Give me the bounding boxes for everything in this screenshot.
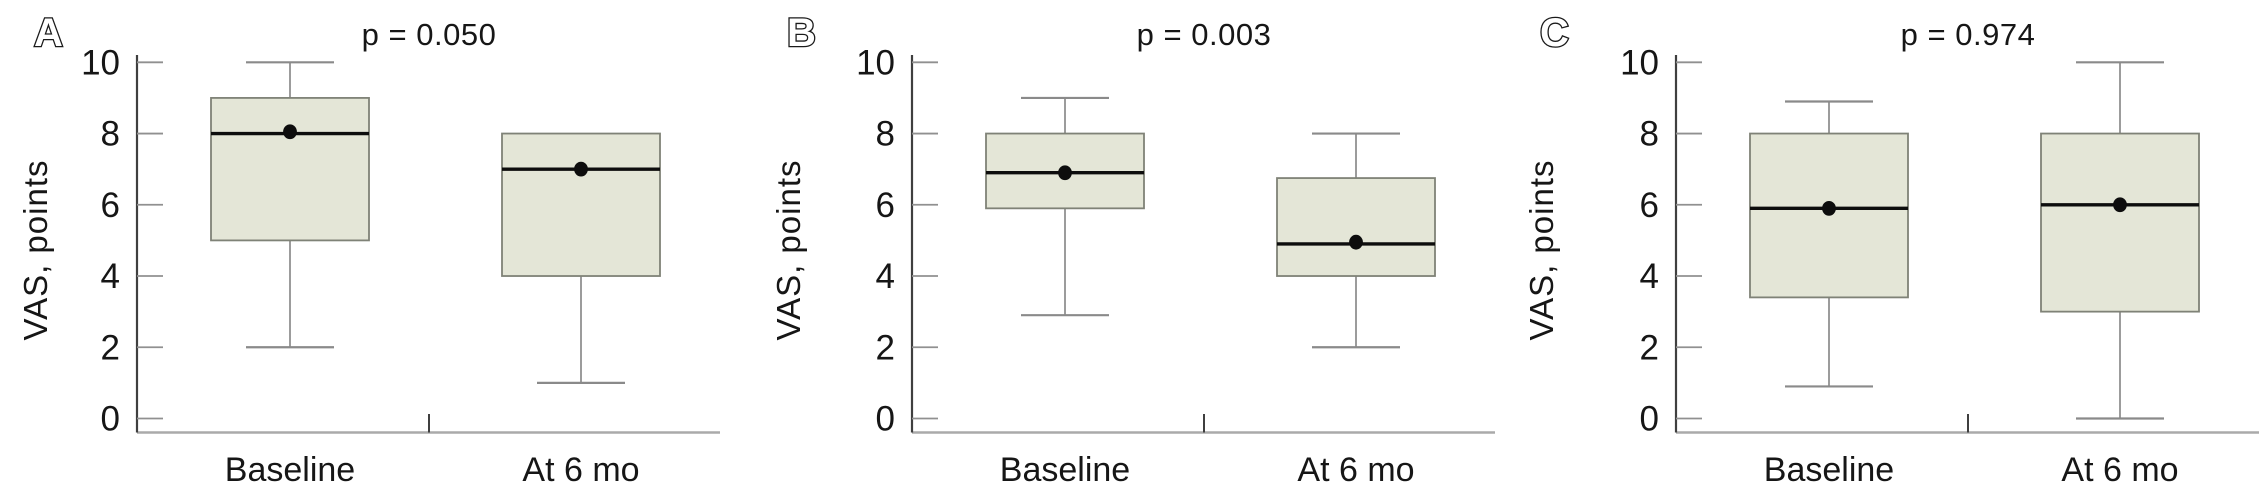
panel-letter: B (787, 11, 817, 55)
y-tick-label: 10 (856, 43, 895, 82)
category-label: Baseline (1764, 451, 1894, 489)
p-value-label: p = 0.050 (361, 17, 497, 52)
y-tick-label: 4 (876, 257, 895, 296)
mean-dot (2113, 197, 2127, 213)
iqr-box (2040, 132, 2200, 313)
category-label: Baseline (1000, 451, 1130, 489)
iqr-box (1276, 177, 1436, 277)
panel-letter: A (34, 11, 64, 55)
panel-a: p = 0.050 VAS, points 0 2 4 6 8 10 A Baseline At… (0, 0, 753, 503)
iqr-box (501, 132, 661, 277)
mean-dot (1058, 165, 1072, 181)
iqr-box (210, 97, 370, 242)
boxplot-panel-c: 0 2 4 6 8 10 C Baseline At 6 mo (1539, 10, 2259, 489)
y-tick-label: 2 (876, 328, 895, 367)
y-tick-label: 0 (101, 400, 120, 439)
y-tick-label: 4 (1640, 257, 1659, 296)
category-label: At 6 mo (1297, 451, 1414, 489)
y-tick-label: 6 (101, 186, 120, 225)
mean-dot (1349, 234, 1363, 250)
y-tick-label: 2 (1640, 328, 1659, 367)
panel-b: p = 0.003 VAS, points 0 2 4 6 8 10 B Baseline At… (753, 0, 1506, 503)
boxplot-panel-a: 0 2 4 6 8 10 A Baseline At 6 mo (33, 10, 720, 489)
y-tick-label: 6 (1640, 186, 1659, 225)
y-tick-label: 4 (101, 257, 120, 296)
y-tick-label: 10 (1620, 43, 1659, 82)
y-tick-label: 0 (1640, 400, 1659, 439)
y-tick-label: 8 (101, 115, 120, 154)
y-tick-label: 8 (1640, 115, 1659, 154)
p-value-label: p = 0.974 (1900, 17, 2036, 52)
y-tick-label: 10 (81, 43, 120, 82)
boxplot-panel-b: 0 2 4 6 8 10 B Baseline At 6 mo (786, 10, 1495, 489)
y-tick-label: 0 (876, 400, 895, 439)
mean-dot (1822, 200, 1836, 216)
y-tick-label: 6 (876, 186, 895, 225)
mean-dot (574, 161, 588, 177)
y-tick-label: 2 (101, 328, 120, 367)
category-label: At 6 mo (2061, 451, 2178, 489)
panel-c: p = 0.974 VAS, points 0 2 4 6 8 10 C Baseline At… (1506, 0, 2259, 503)
p-value-label: p = 0.003 (1136, 17, 1272, 52)
mean-dot (283, 124, 297, 140)
y-tick-label: 8 (876, 115, 895, 154)
panel-letter: C (1540, 11, 1570, 55)
category-label: At 6 mo (522, 451, 639, 489)
category-label: Baseline (225, 451, 355, 489)
